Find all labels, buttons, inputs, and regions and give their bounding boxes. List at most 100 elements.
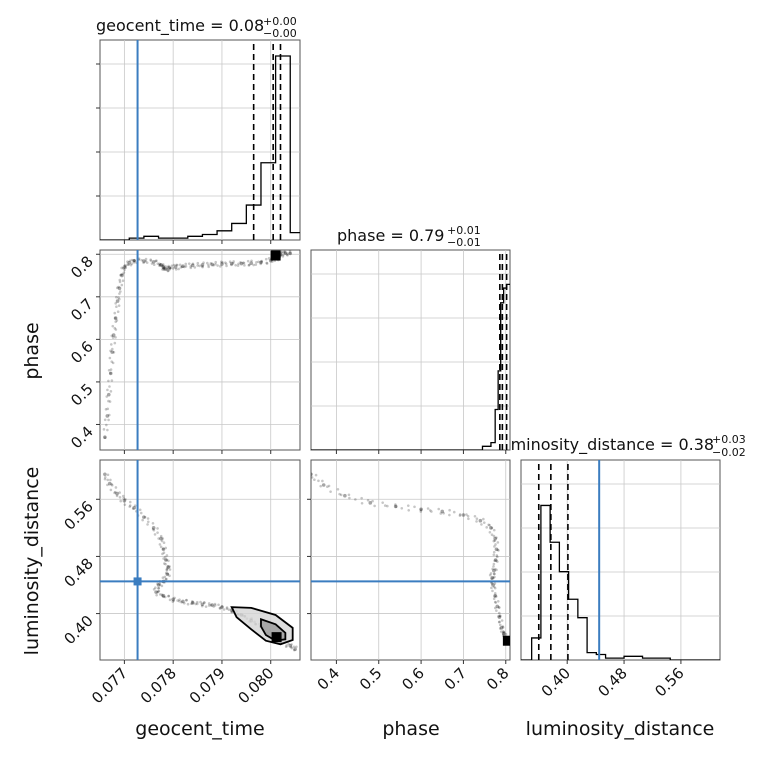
- scatter-geocent-time-vs-phase-point-18: [167, 266, 172, 270]
- scatter-geocent-time-vs-luminosity-distance-clip: [100, 460, 300, 660]
- scatter-geocent-time-vs-luminosity-distance-cloud-3-5: [133, 504, 137, 507]
- scatter-geocent-time-vs-phase-cloud-21-4: [196, 261, 200, 265]
- scatter-phase-vs-luminosity-distance-cloud-16-0: [492, 597, 496, 601]
- scatter-geocent-time-vs-luminosity-distance-cloud-1-0: [110, 483, 114, 487]
- scatter-phase-vs-luminosity-distance-cloud-2-3: [360, 496, 363, 500]
- scatter-geocent-time-vs-luminosity-distance-cloud-0-4: [109, 478, 112, 482]
- scatter-geocent-time-vs-phase-point-26: [239, 261, 244, 266]
- scatter-phase-vs-luminosity-distance-cloud-5-1: [426, 507, 430, 510]
- scatter-phase-vs-luminosity-distance-cloud-19-2: [498, 627, 502, 630]
- scatter-geocent-time-vs-luminosity-distance-cloud-3-2: [128, 500, 132, 504]
- scatter-geocent-time-vs-phase-cloud-28-1: [260, 259, 264, 263]
- scatter-geocent-time-vs-phase-point-22: [200, 263, 205, 267]
- scatter-geocent-time-vs-luminosity-distance-cloud-9-4: [164, 562, 167, 566]
- scatter-phase-vs-luminosity-distance-cloud-7-0: [465, 513, 468, 516]
- scatter-geocent-time-vs-phase-cloud-6-5: [114, 302, 117, 305]
- scatter-geocent-time-vs-phase-cloud-4-3: [109, 343, 113, 346]
- scatter-geocent-time-vs-phase-cloud-25-0: [231, 261, 235, 265]
- scatter-phase-vs-luminosity-distance-cloud-9-0: [490, 526, 494, 530]
- scatter-geocent-time-vs-luminosity-distance-xtick-label-2: 0.079: [186, 664, 229, 707]
- scatter-geocent-time-vs-phase-cloud-31-4: [280, 251, 283, 254]
- scatter-geocent-time-vs-phase-cloud-12-0: [132, 259, 136, 262]
- hist-luminosity-distance-step: [521, 504, 720, 660]
- scatter-geocent-time-vs-phase-cloud-7-4: [118, 292, 121, 295]
- scatter-geocent-time-vs-phase-cloud-8-4: [118, 278, 122, 282]
- scatter-geocent-time-vs-luminosity-distance-point-5: [142, 515, 146, 519]
- scatter-geocent-time-vs-luminosity-distance-cloud-15-5: [172, 599, 175, 602]
- hist-luminosity-distance-xtick-label-2: 0.56: [651, 664, 687, 700]
- scatter-geocent-time-vs-luminosity-distance-cloud-19-5: [207, 602, 211, 605]
- scatter-geocent-time-vs-phase-cloud-10-1: [123, 264, 127, 267]
- scatter-geocent-time-vs-phase-cloud-27-3: [257, 260, 260, 264]
- scatter-geocent-time-vs-phase-cloud-22-3: [205, 261, 209, 265]
- scatter-geocent-time-vs-luminosity-distance-cloud-7-4: [161, 547, 165, 551]
- scatter-phase-vs-luminosity-distance-cloud-2-2: [354, 498, 357, 501]
- scatter-geocent-time-vs-luminosity-distance-cloud-4-0: [131, 507, 135, 510]
- scatter-geocent-time-vs-phase-point-4: [110, 350, 114, 354]
- hist-luminosity-distance: 0.40 0.48 0.56: [520, 459, 721, 700]
- scatter-geocent-time-vs-phase-cloud-19-5: [178, 263, 182, 267]
- scatter-geocent-time-vs-phase-cloud-16-2: [165, 267, 168, 271]
- scatter-geocent-time-vs-luminosity-distance-cloud-13-0: [158, 582, 161, 585]
- scatter-geocent-time-vs-phase-cloud-6-0: [114, 316, 117, 320]
- scatter-geocent-time-vs-luminosity-distance-cloud-13-4: [156, 590, 159, 594]
- scatter-geocent-time-vs-luminosity-distance-cloud-0-2: [103, 477, 107, 481]
- scatter-geocent-time-vs-phase-cloud-2-4: [107, 379, 110, 383]
- scatter-geocent-time-vs-phase-cloud-22-1: [202, 261, 205, 265]
- scatter-phase-vs-luminosity-distance-cloud-18-4: [501, 626, 505, 629]
- scatter-geocent-time-vs-luminosity-distance-cloud-19-0: [202, 601, 206, 604]
- scatter-geocent-time-vs-phase-cloud-7-1: [117, 296, 120, 299]
- scatter-geocent-time-vs-phase-cloud-2-1: [106, 388, 109, 392]
- scatter-phase-vs-luminosity-distance: 0.4 0.5 0.6 0.7 0.8: [307, 459, 513, 694]
- scatter-phase-vs-luminosity-distance-cloud-8-2: [482, 521, 486, 524]
- scatter-geocent-time-vs-phase-cloud-14-3: [158, 263, 162, 267]
- scatter-geocent-time-vs-phase-point-2: [106, 392, 111, 397]
- scatter-phase-vs-luminosity-distance-cloud-17-5: [498, 614, 502, 618]
- scatter-geocent-time-vs-luminosity-distance-cloud-11-0: [163, 575, 167, 579]
- scatter-geocent-time-vs-phase-cloud-0-3: [105, 423, 108, 427]
- scatter-geocent-time-vs-luminosity-distance-cloud-1-5: [113, 491, 116, 495]
- scatter-geocent-time-vs-phase-cloud-9-4: [120, 266, 123, 270]
- scatter-geocent-time-vs-luminosity-distance-cloud-18-5: [199, 600, 202, 604]
- scatter-phase-vs-luminosity-distance-cloud-10-5: [497, 549, 500, 552]
- scatter-geocent-time-vs-luminosity-distance-point-16: [171, 597, 175, 602]
- scatter-geocent-time-vs-phase-cloud-1-1: [106, 407, 110, 411]
- scatter-geocent-time-vs-luminosity-distance-cloud-6-1: [156, 527, 159, 530]
- scatter-geocent-time-vs-luminosity-distance-cloud-2-2: [118, 495, 122, 499]
- scatter-geocent-time-vs-phase-ytick-label-0: 0.4: [67, 423, 97, 453]
- scatter-phase-vs-luminosity-distance-cloud-11-4: [495, 555, 499, 559]
- scatter-geocent-time-vs-phase-point-10: [122, 265, 127, 269]
- scatter-geocent-time-vs-luminosity-distance-cloud-3-3: [128, 504, 132, 507]
- scatter-geocent-time-vs-luminosity-distance-cloud-17-2: [186, 602, 190, 606]
- scatter-phase-vs-luminosity-distance-cloud-5-0: [419, 510, 423, 513]
- scatter-geocent-time-vs-phase-cloud-28-2: [265, 262, 269, 265]
- scatter-geocent-time-vs-luminosity-distance-cloud-9-1: [163, 562, 166, 565]
- scatter-geocent-time-vs-luminosity-distance-cloud-14-0: [157, 589, 161, 593]
- scatter-geocent-time-vs-phase-cloud-10-5: [129, 263, 133, 267]
- scatter-geocent-time-vs-luminosity-distance-xtick-label-0: 0.077: [88, 664, 131, 707]
- scatter-geocent-time-vs-phase-cloud-14-0: [155, 259, 158, 263]
- scatter-phase-vs-luminosity-distance-cloud-13-4: [492, 576, 495, 580]
- x-axis-title-luminosity-distance: luminosity_distance: [526, 718, 715, 740]
- scatter-geocent-time-vs-phase-cloud-28-3: [264, 257, 268, 261]
- scatter-geocent-time-vs-phase-cloud-15-2: [161, 263, 165, 266]
- scatter-geocent-time-vs-phase-cloud-27-0: [252, 263, 255, 267]
- scatter-phase-vs-luminosity-distance-clip: [311, 460, 510, 660]
- scatter-geocent-time-vs-luminosity-distance-cloud-29-3: [289, 645, 293, 649]
- title-geocent-time-upper: +0.00: [263, 15, 297, 28]
- scatter-geocent-time-vs-luminosity-distance-ytick-label-0: 0.40: [60, 612, 96, 648]
- scatter-geocent-time-vs-phase-cloud-23-2: [216, 264, 219, 267]
- scatter-geocent-time-vs-phase-cloud-25-5: [237, 262, 240, 266]
- scatter-geocent-time-vs-luminosity-distance-cloud-3-4: [128, 505, 132, 508]
- scatter-geocent-time-vs-phase-cloud-27-2: [254, 263, 258, 266]
- scatter-geocent-time-vs-luminosity-distance-cloud-8-4: [162, 557, 165, 560]
- scatter-phase-vs-luminosity-distance-xtick-label-2: 0.6: [398, 664, 428, 694]
- scatter-geocent-time-vs-phase-cloud-18-3: [170, 264, 174, 268]
- scatter-geocent-time-vs-luminosity-distance-cloud-14-3: [161, 594, 164, 598]
- scatter-phase-vs-luminosity-distance-point-12: [493, 558, 498, 562]
- scatter-geocent-time-vs-phase-cloud-13-4: [150, 262, 154, 265]
- scatter-phase-vs-luminosity-distance-cloud-10-4: [494, 543, 497, 546]
- scatter-geocent-time-vs-phase-cloud-2-0: [109, 390, 113, 393]
- scatter-geocent-time-vs-luminosity-distance-cloud-20-0: [213, 604, 217, 607]
- scatter-geocent-time-vs-phase-cloud-9-0: [121, 272, 125, 276]
